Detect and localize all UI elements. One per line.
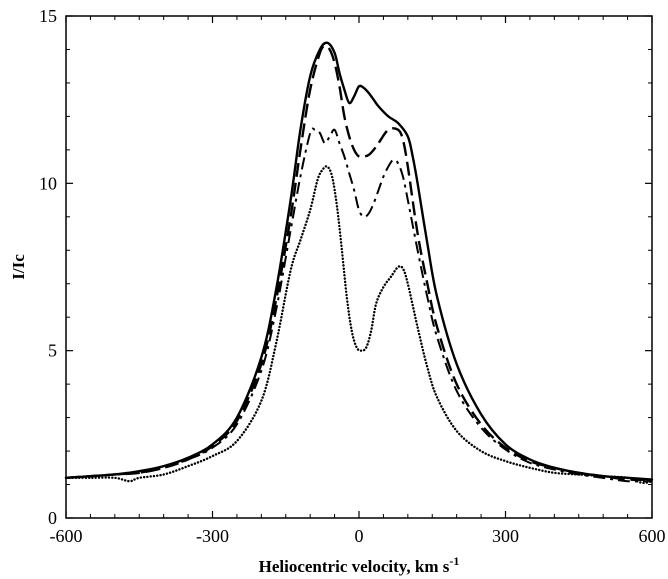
- series-line-dash-dot: [65, 127, 653, 483]
- tick-labels: -600 -300 0 300 600 0 5 10 15: [39, 6, 666, 546]
- series-line-dashed: [65, 44, 653, 481]
- x-axis-title: Heliocentric velocity, km s-1: [259, 554, 460, 576]
- axis-ticks: [65, 15, 653, 519]
- series-group: [64, 41, 654, 485]
- y-axis-title: I/Ic: [9, 254, 28, 280]
- x-axis-title-main: Heliocentric velocity, km s: [259, 557, 450, 576]
- x-tick-label: 300: [492, 526, 519, 546]
- series-line-dotted: [64, 165, 654, 485]
- x-tick-label: -600: [50, 526, 83, 546]
- y-tick-label: 10: [39, 173, 57, 193]
- x-tick-label: 0: [355, 526, 364, 546]
- y-tick-label: 0: [48, 508, 57, 528]
- x-tick-label: -300: [196, 526, 229, 546]
- plot-area-frame: [65, 15, 653, 519]
- y-tick-label: 5: [48, 341, 57, 361]
- x-tick-label: 600: [639, 526, 666, 546]
- series-line-solid: [64, 41, 654, 481]
- y-tick-label: 15: [39, 6, 57, 26]
- x-axis-title-superscript: -1: [449, 554, 459, 568]
